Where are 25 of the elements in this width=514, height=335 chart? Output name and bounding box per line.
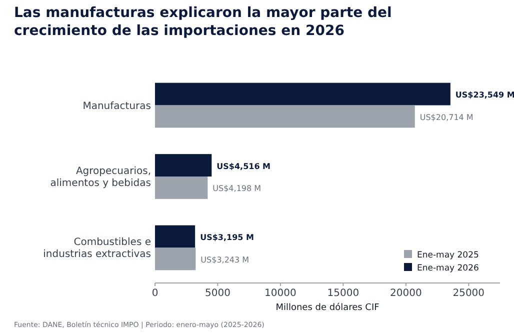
y-tick-label: Manufacturas: [82, 100, 151, 112]
data-label: US$23,549 M: [455, 90, 514, 100]
x-tick-label: 5000: [205, 288, 230, 299]
bar: [155, 248, 196, 270]
legend-label: Ene-may 2026: [417, 264, 479, 274]
data-label: US$3,243 M: [200, 255, 250, 264]
data-label: US$4,198 M: [212, 184, 262, 194]
legend-label: Ene-may 2025: [417, 250, 479, 260]
x-tick-label: 15000: [327, 288, 360, 299]
data-label: US$20,714 M: [420, 112, 474, 122]
data-label: US$4,516 M: [216, 162, 271, 171]
bar: [155, 176, 208, 199]
y-tick-label: Agropecuarios, alimentos y bebidas: [50, 166, 151, 189]
y-tick-label: Combustibles e industrias extractivas: [43, 237, 151, 260]
data-label: US$3,195 M: [200, 233, 254, 242]
bar: [155, 225, 196, 248]
x-tick-label: 0: [152, 288, 158, 299]
bar: [155, 154, 212, 176]
x-tick-label: 20000: [390, 288, 422, 299]
x-tick-label: 10000: [264, 288, 296, 299]
bar: [155, 82, 450, 106]
bar: [155, 105, 415, 128]
x-tick-label: 25000: [452, 288, 485, 299]
x-axis-title: Millones de dólares CIF: [276, 302, 380, 313]
chart-title: Las manufacturas explicaron la mayor parte del crecimiento de las importaciones en 2026: [14, 5, 392, 39]
